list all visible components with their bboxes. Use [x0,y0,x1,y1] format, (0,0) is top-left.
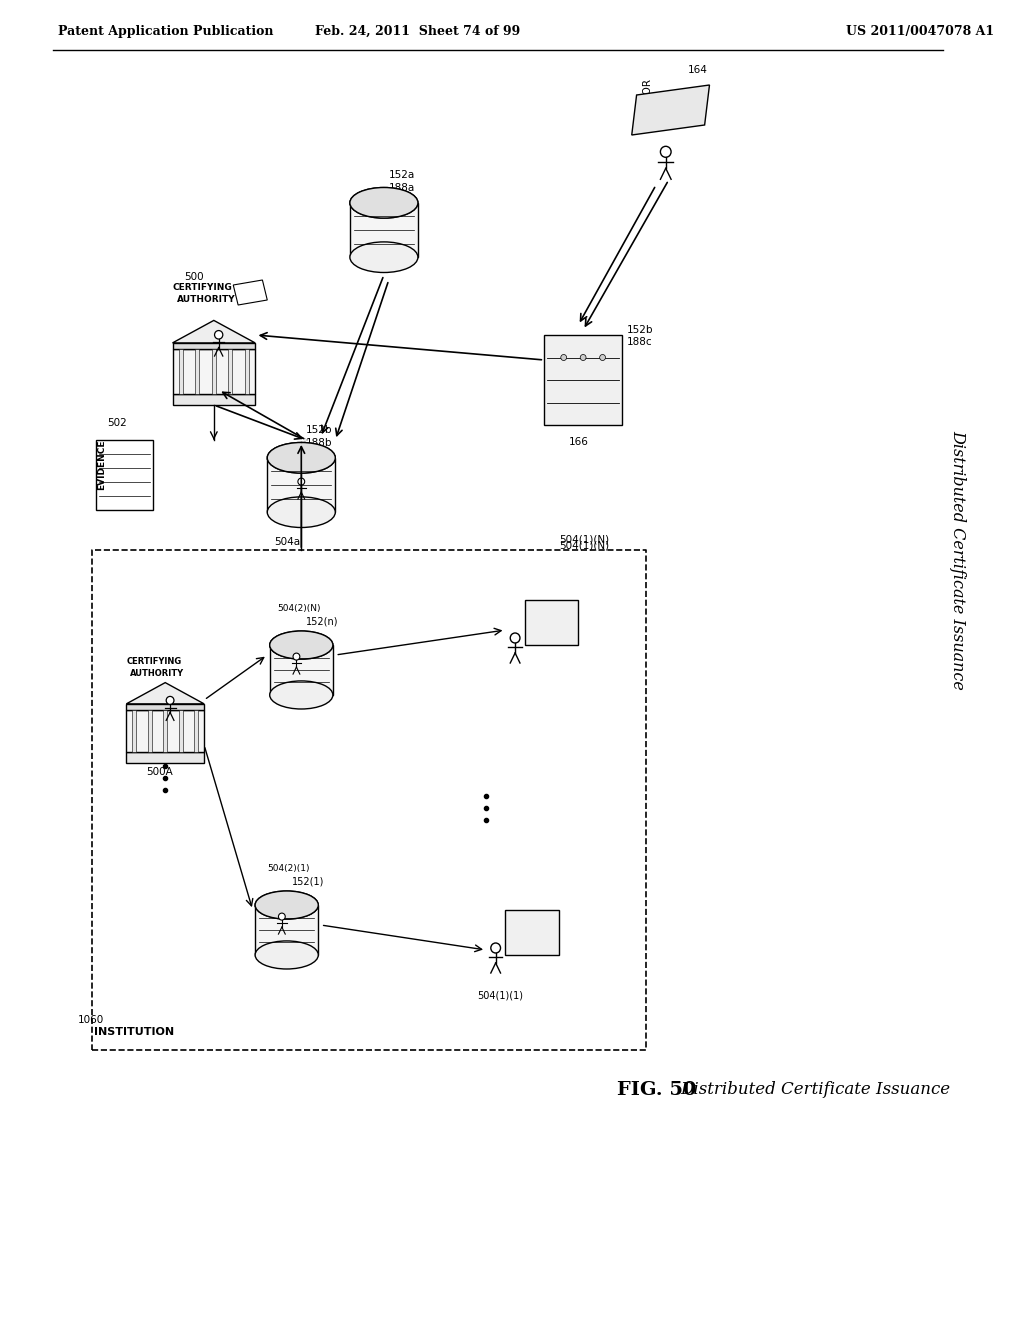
Polygon shape [632,84,710,135]
Text: Distributed Certificate Issuance: Distributed Certificate Issuance [949,430,966,690]
Text: AUTHORITY: AUTHORITY [130,668,184,677]
Bar [212,350,216,395]
Bar [255,906,318,954]
Text: 504(1)(1): 504(1)(1) [477,990,523,1001]
Bar [163,710,167,752]
Bar [126,710,204,752]
Bar [245,350,249,395]
Bar [172,343,255,350]
Polygon shape [172,321,255,343]
Text: 504(2)(N): 504(2)(N) [276,603,321,612]
Ellipse shape [267,442,335,473]
Bar [350,203,418,257]
Text: Feb. 24, 2011  Sheet 74 of 99: Feb. 24, 2011 Sheet 74 of 99 [315,25,520,38]
Circle shape [581,355,586,360]
Bar [179,350,182,395]
Circle shape [510,634,520,643]
Bar [172,350,255,395]
Text: US 2011/0047078 A1: US 2011/0047078 A1 [846,25,993,38]
Circle shape [561,355,566,360]
Text: 166: 166 [568,437,588,447]
Bar [172,395,255,405]
Text: 152(1): 152(1) [292,876,324,887]
Circle shape [293,653,300,660]
Text: 152(n): 152(n) [306,616,339,627]
Circle shape [660,147,671,157]
Text: Distributed Certificate Issuance: Distributed Certificate Issuance [680,1081,950,1098]
Ellipse shape [269,681,333,709]
Text: 152a: 152a [389,170,415,180]
Bar [267,458,335,512]
Ellipse shape [255,891,318,919]
Circle shape [600,355,605,360]
Bar [179,710,182,752]
Text: 504(1)(N): 504(1)(N) [559,540,609,550]
Bar [96,440,153,510]
Text: 152b: 152b [627,325,653,335]
Polygon shape [233,280,267,305]
Bar [506,909,559,954]
Text: 188a: 188a [389,183,415,193]
Text: 504a: 504a [274,537,300,546]
Ellipse shape [255,941,318,969]
Bar [525,601,579,645]
Ellipse shape [267,442,335,473]
Text: Patent Application Publication: Patent Application Publication [58,25,273,38]
Bar [545,335,622,425]
Bar [126,752,204,763]
Ellipse shape [269,631,333,659]
Text: CERTIFYING: CERTIFYING [173,284,232,293]
Circle shape [490,942,501,953]
Text: CERTIFYING: CERTIFYING [126,657,181,667]
Bar [147,710,152,752]
Bar [132,710,136,752]
Text: 502: 502 [106,418,127,428]
Circle shape [298,478,305,486]
Text: 188c: 188c [627,337,652,347]
Text: 164: 164 [688,65,708,75]
Polygon shape [126,682,204,704]
Ellipse shape [350,187,418,218]
Text: INSTITUTION: INSTITUTION [94,1027,174,1038]
Text: 188b: 188b [306,438,333,447]
Bar [126,704,204,710]
Text: 500A: 500A [145,767,172,777]
Bar [269,645,333,694]
Circle shape [215,330,223,339]
Text: FIG. 50: FIG. 50 [617,1081,696,1100]
Ellipse shape [350,187,418,218]
Circle shape [279,913,286,920]
Ellipse shape [350,242,418,272]
Circle shape [166,697,174,705]
Text: 152b: 152b [306,425,333,436]
Bar [228,350,232,395]
Text: 504(2)(1): 504(2)(1) [267,863,310,873]
Text: 500: 500 [184,272,204,282]
Ellipse shape [255,891,318,919]
Text: AUTHORITY: AUTHORITY [177,294,236,304]
Ellipse shape [267,496,335,528]
Text: AUTHOR: AUTHOR [643,78,653,121]
Text: EVIDENCE: EVIDENCE [97,440,106,490]
Bar [196,350,200,395]
Text: 504(1)(N): 504(1)(N) [559,535,609,545]
Bar [195,710,199,752]
Ellipse shape [269,631,333,659]
Text: 1060: 1060 [78,1015,104,1026]
